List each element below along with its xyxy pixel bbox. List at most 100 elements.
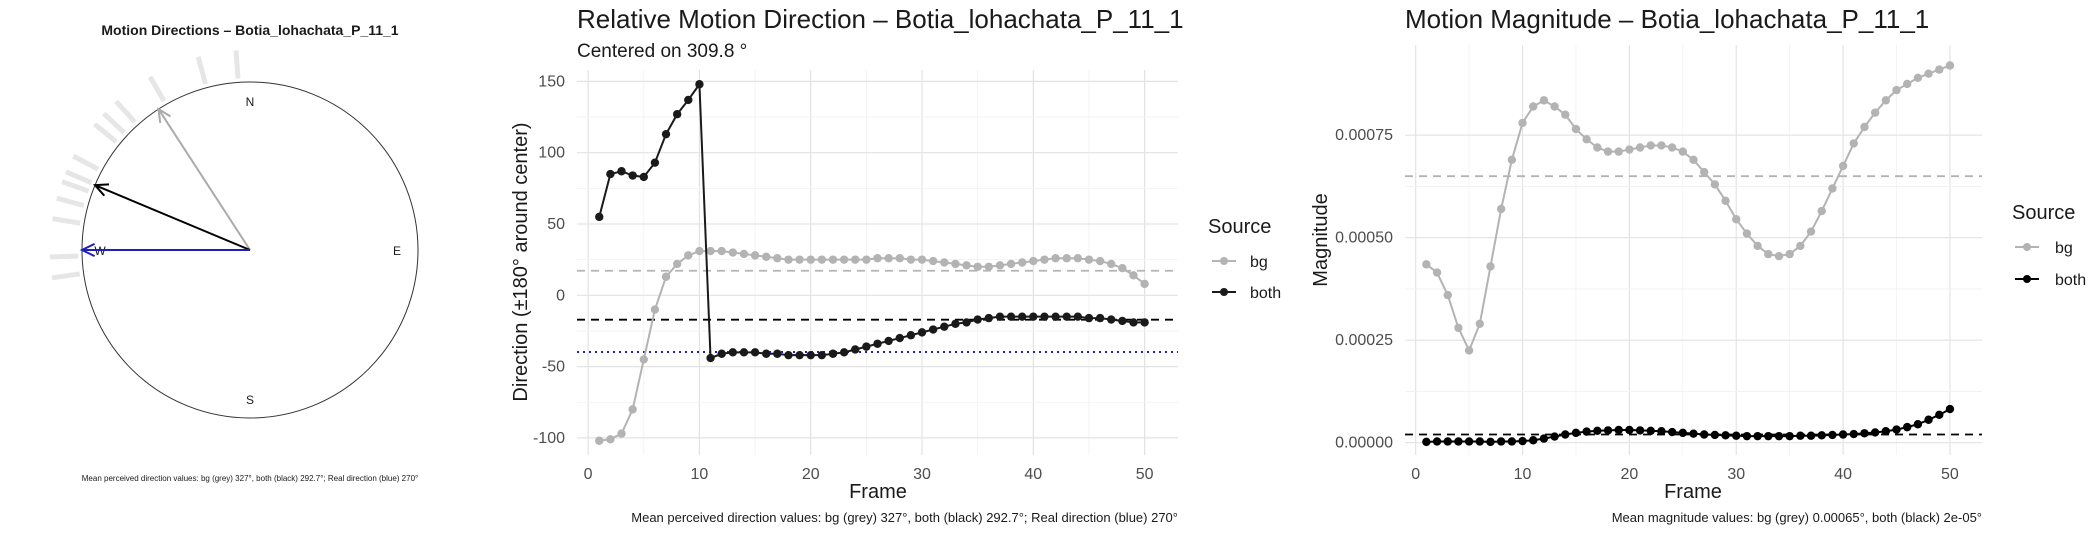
p3-point-bg-26 bbox=[1699, 167, 1709, 177]
p2-point-both-20 bbox=[817, 350, 827, 360]
p2-point-both-32 bbox=[951, 319, 960, 329]
p2-point-both-9 bbox=[695, 80, 704, 89]
compass-tick-10 bbox=[51, 271, 81, 281]
p2-point-both-41 bbox=[1051, 312, 1060, 321]
direction-panel: Relative Motion Direction – Botia_lohach… bbox=[510, 4, 1281, 525]
p2-point-bg-12 bbox=[728, 248, 738, 257]
compass-tick-8 bbox=[195, 56, 208, 85]
direction-x-axis-title: Frame bbox=[849, 481, 907, 503]
p3-point-bg-2 bbox=[1443, 290, 1452, 300]
magnitude-y-axis-title: Magnitude bbox=[1310, 193, 1332, 286]
p2-point-bg-46 bbox=[1107, 259, 1116, 269]
p3-point-bg-30 bbox=[1742, 229, 1752, 238]
compass-label-e: E bbox=[393, 244, 401, 258]
p2-point-bg-28 bbox=[906, 255, 916, 264]
compass-tick-12 bbox=[52, 216, 81, 226]
p2-point-both-37 bbox=[1006, 312, 1016, 321]
p3-point-bg-45 bbox=[1903, 79, 1912, 89]
p2-point-bg-40 bbox=[1040, 255, 1049, 264]
p2-point-bg-5 bbox=[650, 305, 660, 314]
p2-point-bg-9 bbox=[695, 246, 704, 256]
p3-point-bg-8 bbox=[1507, 155, 1517, 164]
p3-point-bg-37 bbox=[1817, 206, 1826, 216]
p2-point-bg-42 bbox=[1062, 254, 1071, 263]
p3-point-both-12 bbox=[1550, 432, 1559, 441]
p2-point-both-15 bbox=[762, 349, 771, 358]
p2-point-both-13 bbox=[739, 348, 749, 357]
p3-point-both-0 bbox=[1422, 437, 1431, 447]
p2-point-both-16 bbox=[773, 349, 782, 358]
p3-point-bg-19 bbox=[1625, 145, 1634, 154]
p3-point-bg-15 bbox=[1582, 135, 1591, 144]
p2-point-both-34 bbox=[973, 315, 982, 324]
p3-point-both-44 bbox=[1892, 425, 1901, 434]
p3-ytick-label-2: 0.00050 bbox=[1335, 230, 1393, 247]
magnitude-legend-dot-bg bbox=[2023, 243, 2031, 251]
p2-point-both-18 bbox=[795, 350, 804, 360]
p3-ytick-label-3: 0.00075 bbox=[1335, 127, 1393, 144]
p2-point-both-22 bbox=[839, 348, 849, 357]
p2-point-bg-41 bbox=[1051, 254, 1060, 263]
p2-point-both-6 bbox=[661, 129, 671, 139]
p3-line-both bbox=[1426, 408, 1951, 443]
p2-point-both-36 bbox=[995, 312, 1005, 321]
p2-point-both-19 bbox=[806, 350, 815, 360]
p2-ytick-label-3: 50 bbox=[547, 216, 565, 233]
p2-point-bg-43 bbox=[1073, 254, 1083, 263]
direction-y-axis-title: Direction (±180° around center) bbox=[510, 122, 532, 401]
p2-point-both-44 bbox=[1084, 313, 1094, 323]
p2-point-both-43 bbox=[1073, 312, 1083, 321]
p3-point-both-28 bbox=[1721, 431, 1730, 440]
p3-point-both-2 bbox=[1443, 437, 1452, 446]
magnitude-x-ticks: 0 10 20 30 40 50 bbox=[1411, 466, 1959, 483]
p2-point-both-30 bbox=[928, 325, 938, 334]
compass-title: Motion Directions – Botia_lohachata_P_11… bbox=[101, 22, 398, 38]
p2-xtick-label-2: 20 bbox=[802, 466, 820, 483]
p2-point-both-27 bbox=[895, 333, 904, 343]
p2-point-bg-47 bbox=[1118, 264, 1127, 273]
p2-point-bg-30 bbox=[928, 256, 938, 266]
p3-point-bg-29 bbox=[1732, 215, 1741, 224]
p3-point-bg-14 bbox=[1571, 124, 1581, 134]
p2-point-bg-33 bbox=[962, 261, 971, 270]
direction-series bbox=[595, 80, 1149, 445]
p2-point-both-33 bbox=[962, 318, 971, 327]
p2-point-bg-14 bbox=[750, 251, 760, 260]
p2-point-bg-32 bbox=[951, 259, 960, 269]
compass-tick-11 bbox=[50, 253, 79, 260]
compass-tick-9 bbox=[233, 50, 241, 79]
p3-point-bg-31 bbox=[1753, 241, 1762, 251]
direction-legend-label-both: both bbox=[1250, 285, 1281, 302]
magnitude-legend: Source bg both bbox=[2012, 202, 2086, 289]
p3-point-both-18 bbox=[1614, 425, 1623, 435]
p3-point-bg-47 bbox=[1924, 69, 1933, 78]
p2-point-bg-0 bbox=[595, 436, 604, 445]
magnitude-y-ticks: 0.00000 0.00025 0.00050 0.00075 bbox=[1335, 127, 1393, 452]
p3-xtick-label-0: 0 bbox=[1411, 466, 1420, 483]
p2-point-bg-18 bbox=[795, 255, 804, 264]
p3-point-bg-40 bbox=[1849, 139, 1858, 148]
p3-point-both-40 bbox=[1849, 429, 1858, 439]
compass-tick-4 bbox=[92, 122, 118, 144]
p3-point-both-8 bbox=[1507, 437, 1517, 446]
p3-point-bg-27 bbox=[1710, 180, 1720, 189]
p2-point-bg-23 bbox=[851, 255, 860, 264]
p3-xtick-label-5: 50 bbox=[1941, 466, 1959, 483]
p2-point-both-48 bbox=[1129, 318, 1138, 327]
direction-legend-title: Source bbox=[1208, 216, 1271, 238]
compass-arrows bbox=[79, 107, 251, 257]
p3-point-both-13 bbox=[1561, 430, 1570, 439]
direction-legend-dot-bg bbox=[1220, 257, 1228, 265]
direction-x-ticks: 0 10 20 30 40 50 bbox=[584, 466, 1154, 483]
p3-point-both-3 bbox=[1454, 437, 1463, 446]
p3-point-both-48 bbox=[1935, 410, 1944, 420]
magnitude-x-axis-title: Frame bbox=[1664, 481, 1722, 503]
magnitude-reference-lines bbox=[1405, 175, 1982, 436]
p2-point-both-10 bbox=[706, 353, 715, 363]
p2-point-bg-1 bbox=[606, 435, 615, 444]
p3-point-both-41 bbox=[1860, 429, 1869, 438]
p2-point-bg-17 bbox=[784, 255, 793, 264]
p3-point-bg-49 bbox=[1945, 61, 1955, 70]
p3-point-bg-33 bbox=[1774, 251, 1784, 261]
p3-point-both-29 bbox=[1732, 431, 1741, 440]
